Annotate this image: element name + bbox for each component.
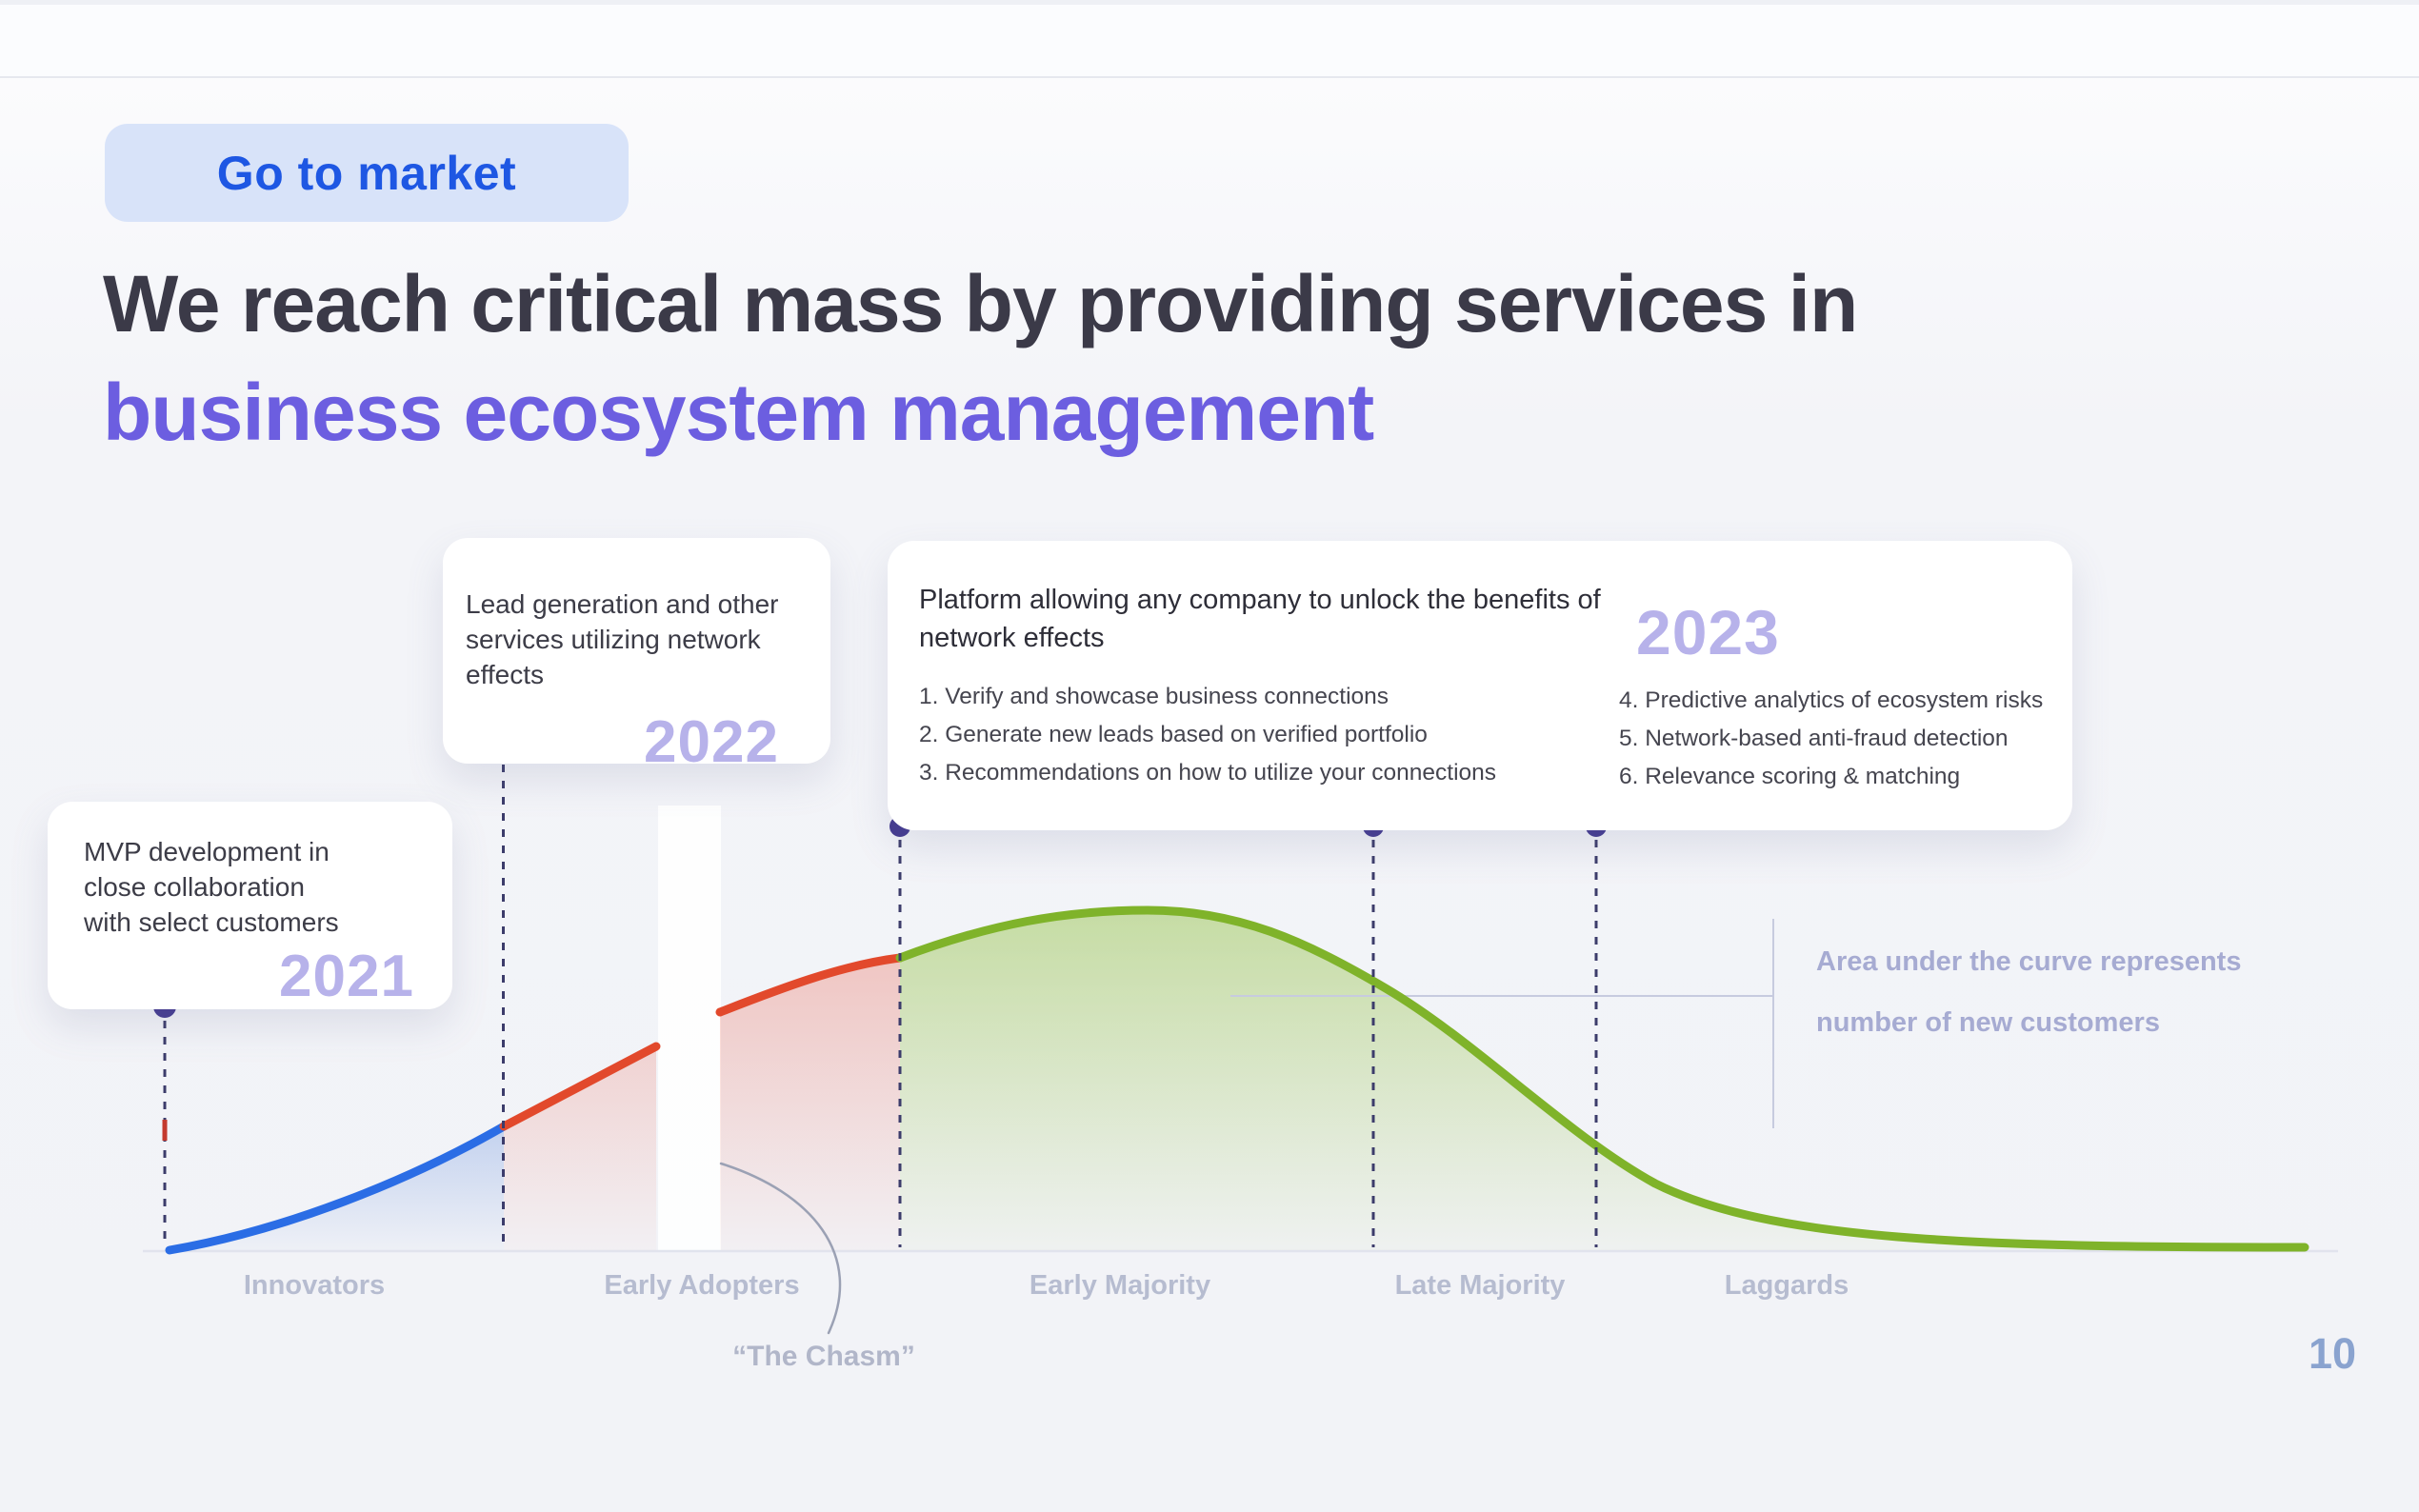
axis-label-laggards: Laggards — [1724, 1270, 1849, 1301]
early-adopters-area-fill-right — [720, 958, 900, 1250]
top-edge-line — [0, 0, 2419, 5]
milestone-card-2023 — [888, 541, 2072, 830]
feature-item-4: 4. Predictive analytics of ecosystem ris… — [1619, 687, 2044, 713]
axis-label-early-majority: Early Majority — [1029, 1270, 1211, 1301]
slide-title-line-2: business ecosystem management — [103, 368, 1374, 457]
milestone-year-2022: 2022 — [644, 709, 779, 775]
innovators-area-fill — [170, 1126, 504, 1250]
area-note: Area under the curve represents number o… — [1816, 946, 2241, 1039]
area-note-line-1: Area under the curve represents — [1816, 946, 2242, 977]
feature-item-6: 6. Relevance scoring & matching — [1619, 764, 1961, 789]
milestone-year-2023: 2023 — [1636, 597, 1780, 667]
axis-label-innovators: Innovators — [243, 1270, 386, 1301]
area-note-line-2: number of new customers — [1816, 1007, 2160, 1038]
axis-label-late-majority: Late Majority — [1394, 1270, 1566, 1301]
milestone-card-2021 — [48, 802, 452, 1009]
milestone-text-2021: MVP development in close collaboration w… — [84, 837, 339, 937]
early-adopters-area-fill-left — [504, 1046, 656, 1250]
top-strip — [0, 0, 2419, 78]
chasm-arc — [719, 1162, 842, 1335]
milestone-card-2022 — [443, 538, 830, 764]
area-note-crosshair-lines — [1230, 919, 1774, 1128]
milestone-heading-2023: Platform allowing any company to unlock … — [919, 581, 1700, 657]
milestone-heading-2023-line-2: network effects — [919, 623, 1105, 653]
feature-item-1: 1. Verify and showcase business connecti… — [919, 684, 1389, 709]
feature-list-left: 1. Verify and showcase business connecti… — [919, 678, 1496, 792]
axis-label-early-adopters: Early Adopters — [604, 1270, 800, 1301]
page-number: 10 — [2309, 1329, 2357, 1378]
slide-title: We reach critical mass by providing serv… — [103, 249, 1858, 467]
feature-item-5: 5. Network-based anti-fraud detection — [1619, 726, 2009, 751]
section-badge: Go to market — [105, 124, 629, 222]
curve-segment-innovators — [165, 1122, 509, 1255]
chasm-gap-band — [658, 806, 721, 1251]
feature-list-right: 4. Predictive analytics of ecosystem ris… — [1619, 682, 2043, 796]
milestone-heading-2023-line-1: Platform allowing any company to unlock … — [919, 585, 1601, 615]
milestone-year-2021: 2021 — [279, 944, 414, 1009]
chasm-label: “The Chasm” — [732, 1341, 915, 1372]
curve-segment-majority — [895, 905, 2309, 1252]
slide-title-line-1: We reach critical mass by providing serv… — [103, 259, 1858, 348]
feature-item-3: 3. Recommendations on how to utilize you… — [919, 760, 1497, 786]
milestone-text-2022: Lead generation and other services utili… — [466, 589, 779, 689]
curve-segment-early-adopters-left — [499, 1042, 661, 1131]
section-badge-label: Go to market — [216, 146, 517, 200]
curve-segment-early-adopters-right — [715, 953, 905, 1017]
feature-item-2: 2. Generate new leads based on verified … — [919, 722, 1428, 747]
